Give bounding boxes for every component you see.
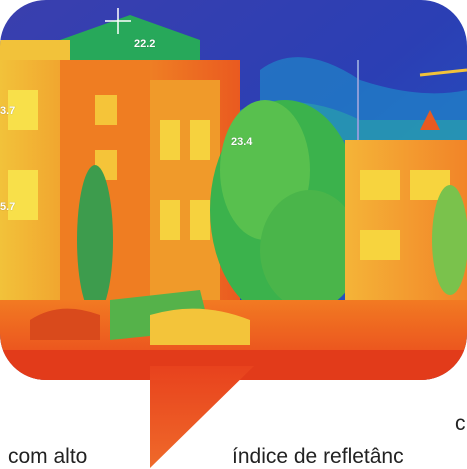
caption-floating-fragment: c xyxy=(455,412,466,435)
caption-right-fragment: índice de refletânc xyxy=(232,445,404,468)
temperature-reading-left-upper: 3.7 xyxy=(0,105,16,117)
temperature-reading-left-lower: 5.7 xyxy=(0,201,16,213)
speech-bubble-tail xyxy=(150,366,254,468)
thermal-image: 22.2 23.4 3.7 5.7 xyxy=(0,0,467,380)
caption-left-fragment: com alto xyxy=(8,445,88,468)
temperature-reading-top: 22.2 xyxy=(134,38,156,50)
temperature-reading-center: 23.4 xyxy=(231,136,253,148)
